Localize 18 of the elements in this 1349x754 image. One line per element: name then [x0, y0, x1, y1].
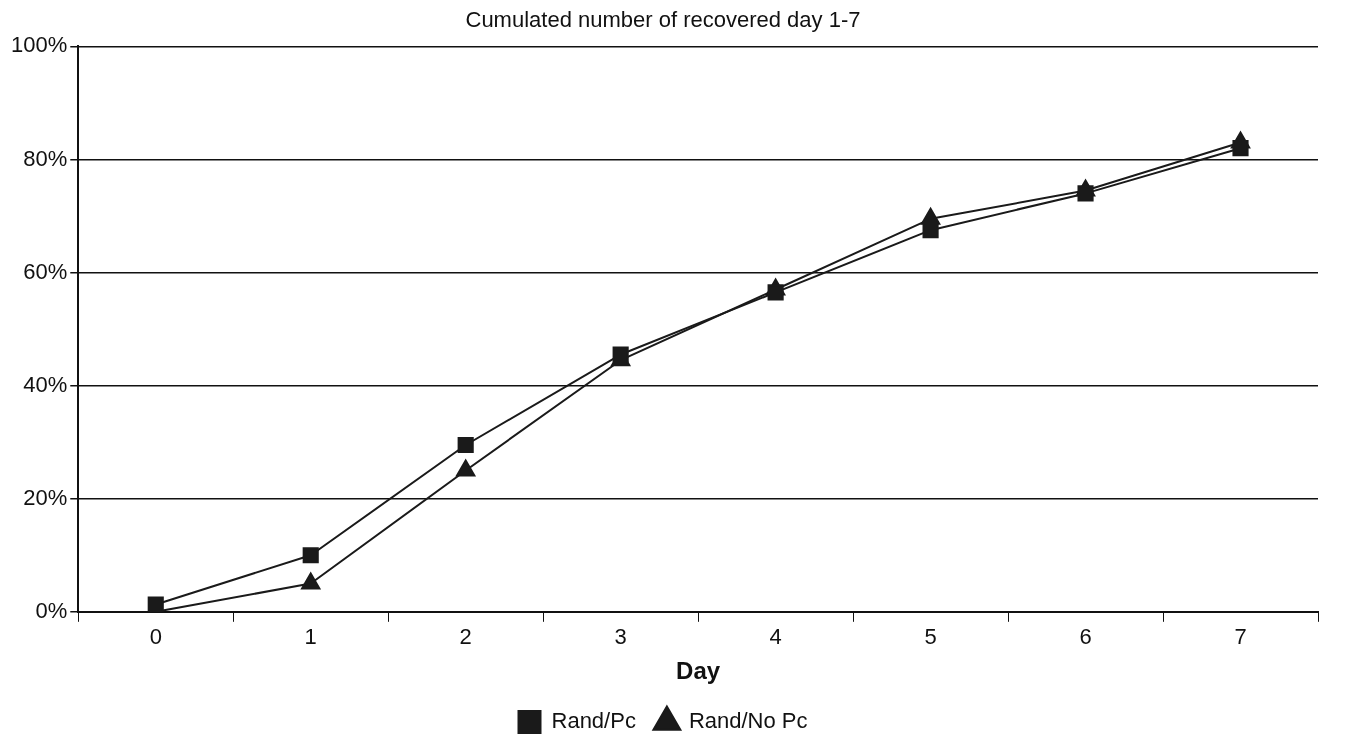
- x-tick-label: 6: [1079, 624, 1092, 650]
- legend-label: Rand/No Pc: [688, 708, 808, 734]
- x-tick-label: 0: [149, 624, 162, 650]
- x-tick-label: 1: [304, 624, 317, 650]
- legend-label: Rand/Pc: [551, 708, 636, 734]
- y-tick-label: 40%: [23, 371, 68, 397]
- x-tick-label: 3: [614, 624, 627, 650]
- x-axis-title: Day: [676, 657, 721, 685]
- y-tick-label: 100%: [10, 32, 68, 58]
- x-tick-label: 7: [1234, 624, 1247, 650]
- x-tick-label: 2: [459, 624, 472, 650]
- y-tick-label: 80%: [23, 145, 68, 171]
- x-tick-label: 4: [769, 624, 782, 650]
- chart-title: Cumulated number of recovered day 1-7: [465, 7, 861, 33]
- y-tick-label: 60%: [23, 258, 68, 284]
- y-tick-label: 20%: [23, 484, 68, 510]
- y-tick-label: 0%: [35, 597, 68, 623]
- x-tick-label: 5: [924, 624, 937, 650]
